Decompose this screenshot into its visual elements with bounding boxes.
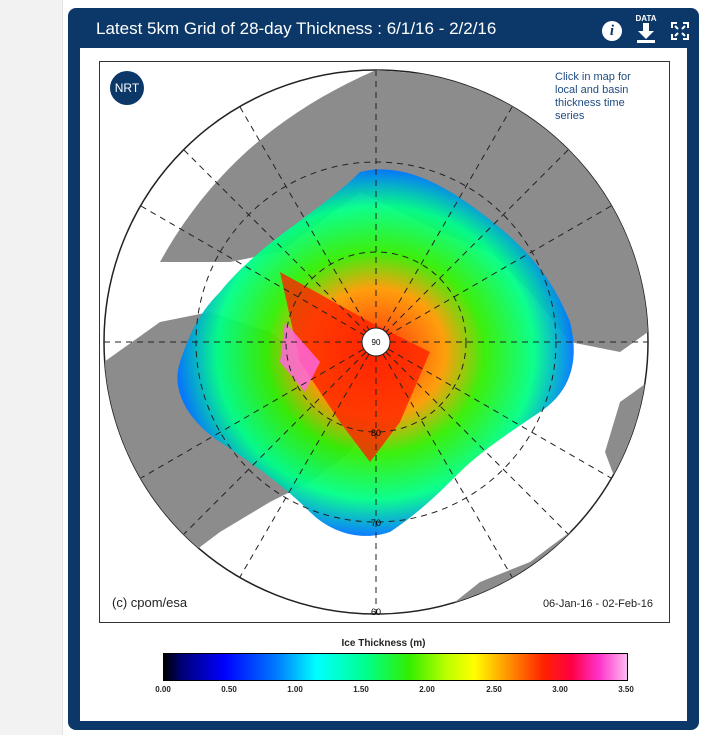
info-icon[interactable]: i bbox=[602, 21, 622, 41]
fullscreen-icon[interactable] bbox=[671, 22, 689, 40]
data-label: DATA bbox=[635, 14, 657, 23]
date-range-label: 06-Jan-16 - 02-Feb-16 bbox=[542, 598, 653, 610]
thickest-ice bbox=[280, 322, 320, 392]
data-download-button[interactable]: DATA bbox=[633, 14, 659, 48]
lat-label-60: 60 bbox=[371, 607, 381, 617]
pole-hole bbox=[361, 327, 391, 357]
colorbar-tick: 2.50 bbox=[486, 685, 502, 694]
colorbar-tick: 3.50 bbox=[618, 685, 634, 694]
pole-label: 90 bbox=[372, 338, 381, 347]
panel-content: 90 80 70 60 NRT Click in map for local a… bbox=[80, 48, 687, 721]
download-icon bbox=[637, 23, 655, 43]
colorbar-tick: 1.50 bbox=[353, 685, 369, 694]
arctic-thickness-map[interactable]: 90 80 70 60 NRT Click in map for local a… bbox=[99, 61, 670, 623]
colorbar-tick: 1.00 bbox=[287, 685, 303, 694]
colorbar-tick: 0.00 bbox=[155, 685, 171, 694]
thickness-panel: Latest 5km Grid of 28-day Thickness : 6/… bbox=[68, 8, 699, 730]
nrt-badge: NRT bbox=[110, 71, 144, 105]
lat-label-80: 80 bbox=[371, 428, 381, 438]
graticule bbox=[104, 70, 648, 614]
thick-ice-core bbox=[280, 272, 430, 462]
colorbar-tick: 2.00 bbox=[419, 685, 435, 694]
left-gutter bbox=[0, 0, 63, 735]
polar-map-svg[interactable]: 90 80 70 60 bbox=[100, 62, 669, 622]
colorbar-title: Ice Thickness (m) bbox=[341, 638, 426, 649]
colorbar-tick: 3.00 bbox=[552, 685, 568, 694]
colorbar-tick: 0.50 bbox=[221, 685, 237, 694]
lat-label-70: 70 bbox=[371, 518, 381, 528]
map-click-hint: Click in map for local and basin thickne… bbox=[555, 71, 631, 122]
panel-title: Latest 5km Grid of 28-day Thickness : 6/… bbox=[96, 19, 497, 38]
colorbar bbox=[163, 653, 628, 681]
copyright-label: (c) cpom/esa bbox=[112, 595, 188, 610]
